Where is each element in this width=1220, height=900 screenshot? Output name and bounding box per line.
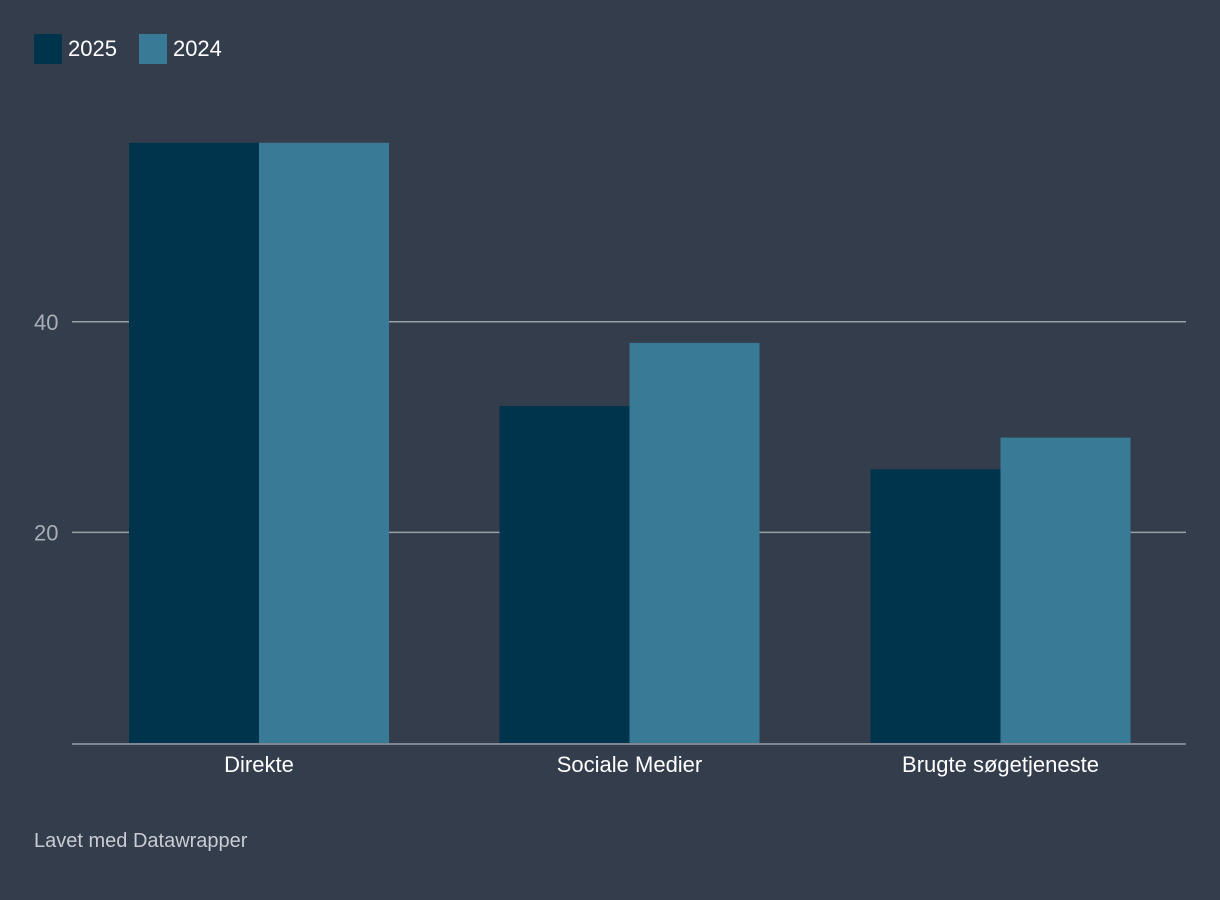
x-category-label-0: Direkte — [224, 752, 294, 777]
legend-swatch-2025 — [34, 34, 62, 64]
legend-item-2025[interactable]: 2025 — [34, 34, 117, 64]
legend-swatch-2024 — [138, 34, 167, 64]
legend: 2025 2024 — [34, 34, 244, 64]
y-tick-label-20: 20 — [34, 520, 58, 545]
x-category-label-1: Sociale Medier — [557, 752, 703, 777]
legend-label-2025: 2025 — [68, 36, 117, 61]
bar-2024-2[interactable] — [1000, 437, 1131, 743]
legend-item-2024[interactable]: 2024 — [138, 34, 222, 64]
footer-credit: Lavet med Datawrapper — [34, 830, 248, 852]
bar-2025-1[interactable] — [499, 406, 630, 743]
bar-2024-1[interactable] — [629, 342, 760, 743]
legend-label-2024: 2024 — [172, 36, 222, 61]
x-category-label-2: Brugte søgetjeneste — [902, 752, 1099, 777]
y-tick-label-40: 40 — [34, 310, 58, 335]
bar-2025-2[interactable] — [870, 469, 1001, 743]
bar-2025-0[interactable] — [129, 142, 259, 744]
bar-2024-0[interactable] — [259, 142, 389, 744]
